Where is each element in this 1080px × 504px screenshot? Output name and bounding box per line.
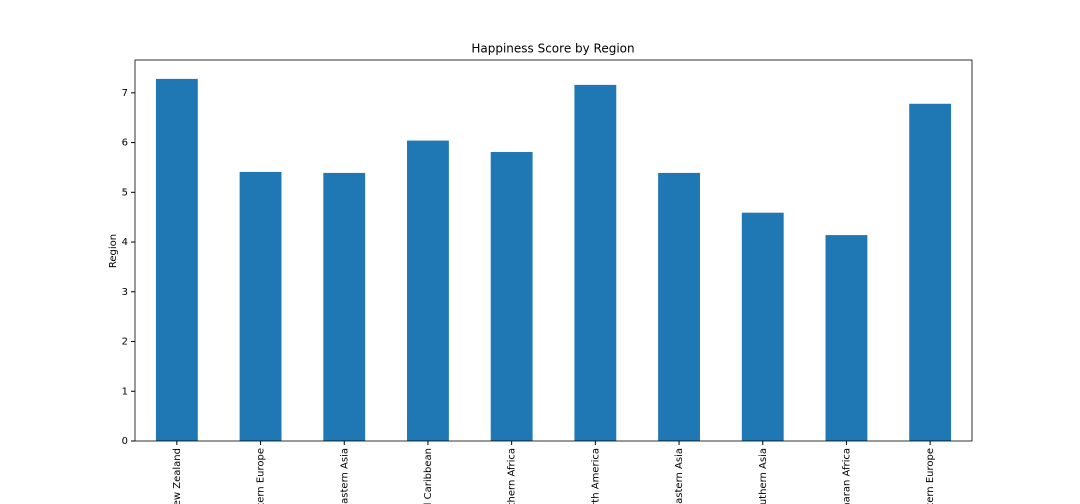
bar — [909, 103, 952, 441]
y-tick-label: 5 — [122, 187, 128, 198]
bar — [825, 235, 868, 441]
bar — [490, 152, 533, 441]
x-tick-label: Latin America and Caribbean — [423, 448, 434, 504]
y-axis-label: Region — [108, 234, 119, 268]
y-tick-label: 6 — [122, 138, 128, 149]
x-tick-label: North America — [590, 448, 601, 504]
bar — [239, 171, 282, 441]
x-tick-label: Western Europe — [925, 448, 936, 504]
plot-frame — [134, 59, 973, 442]
x-tick-label: Middle East and Northern Africa — [507, 448, 518, 504]
x-tick-label: Southeastern Asia — [674, 448, 685, 504]
x-tick-label: Eastern Asia — [339, 448, 350, 504]
x-tick-label: Central and Eastern Europe — [256, 448, 267, 504]
x-tick-label: Southern Asia — [758, 448, 769, 504]
y-tick-label: 7 — [122, 88, 128, 99]
bar — [155, 78, 198, 441]
y-tick-label: 4 — [122, 237, 128, 248]
y-tick-label: 0 — [122, 436, 128, 447]
y-tick-label: 1 — [122, 386, 128, 397]
y-tick-label: 2 — [122, 337, 128, 348]
bar — [658, 172, 700, 441]
x-tick-label: Sub-Saharan Africa — [841, 448, 852, 504]
bar — [323, 172, 366, 441]
chart-title: Happiness Score by Region — [471, 42, 634, 56]
x-tick-label: Australia and New Zealand — [172, 448, 183, 504]
bar — [741, 212, 784, 441]
y-tick-label: 3 — [122, 287, 128, 298]
bar — [574, 84, 617, 442]
bar — [407, 140, 449, 441]
